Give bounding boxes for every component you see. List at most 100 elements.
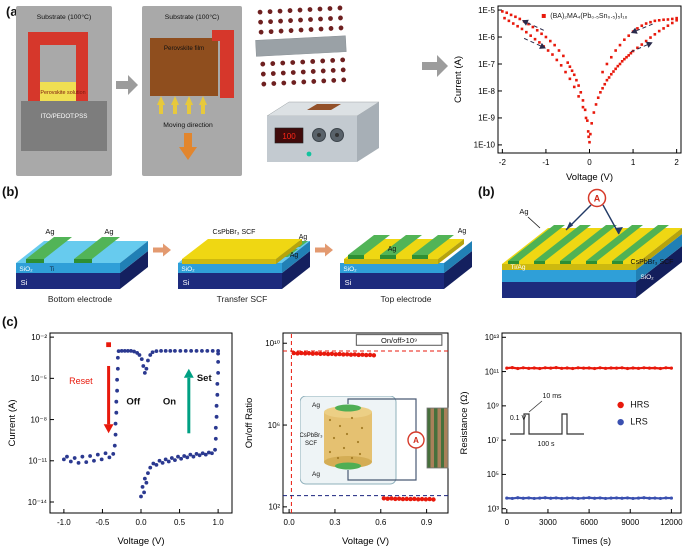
svg-text:LRS: LRS <box>630 417 648 427</box>
svg-text:10⁹: 10⁹ <box>487 402 499 411</box>
pulse-voltage-label: 0.1 V <box>510 415 527 422</box>
svg-text:Voltage (V): Voltage (V) <box>342 536 389 547</box>
svg-text:1E-7: 1E-7 <box>478 60 495 69</box>
svg-text:10⁻¹⁴: 10⁻¹⁴ <box>28 498 48 507</box>
scf-side <box>438 239 464 264</box>
perovskite-solution-label: Perovskite solution <box>40 90 85 96</box>
svg-text:1: 1 <box>631 158 636 167</box>
svg-text:HRS: HRS <box>630 400 649 410</box>
sio2-front <box>502 270 636 282</box>
right-arrow-icon <box>422 55 448 77</box>
svg-text:10⁷: 10⁷ <box>487 436 499 445</box>
wire-top <box>347 398 417 432</box>
svg-text:-1: -1 <box>542 158 550 167</box>
ammeter-icon <box>407 431 425 449</box>
step-caption: Top electrode <box>380 294 431 304</box>
svg-text:0.0: 0.0 <box>284 518 296 527</box>
ag-top-contact <box>335 404 361 412</box>
svg-text:10¹¹: 10¹¹ <box>485 367 500 376</box>
panel-c-label: (c) <box>2 314 18 329</box>
pulse-waveform <box>510 413 584 435</box>
hotplate-illustration: 100 <box>266 101 380 162</box>
svg-text:On/off Ratio: On/off Ratio <box>244 398 255 449</box>
schematic-blade-coating-end: Substrate (100°C) Perovskite film Moving… <box>142 6 242 176</box>
svg-text:3000: 3000 <box>539 518 557 527</box>
svg-text:-0.5: -0.5 <box>96 518 110 527</box>
si-front <box>178 273 282 289</box>
scf-front <box>182 259 276 264</box>
schematic-device-3d: A Ag Ti/Ag CsPbBr₃ SCF SiO₂ Si <box>502 188 682 298</box>
cylinder-dots <box>328 416 364 460</box>
ammeter-label: A <box>594 194 601 204</box>
sio2-label: SiO₂ <box>181 266 195 273</box>
layer-slab <box>255 35 347 57</box>
scf-side <box>276 239 302 264</box>
svg-text:0.5: 0.5 <box>174 518 186 527</box>
svg-text:Resistance (Ω): Resistance (Ω) <box>459 391 470 454</box>
svg-text:2: 2 <box>674 158 679 167</box>
si-front <box>16 273 120 289</box>
ammeter-label: A <box>413 436 419 445</box>
sample-on-hotplate <box>307 104 341 110</box>
schematic-blade-coating-start: Substrate (100°C) Perovskite solution IT… <box>16 6 112 176</box>
svg-text:6000: 6000 <box>580 518 598 527</box>
tiag-label: Ti/Ag <box>511 264 526 271</box>
sio2-label: SiO₂ <box>640 274 654 281</box>
ti-label: Ti <box>50 267 55 273</box>
scf-top <box>182 239 302 259</box>
ag-top-bar3-front <box>412 255 428 259</box>
si-side <box>282 251 310 289</box>
sio2-front <box>16 263 120 273</box>
scf-front <box>502 264 636 270</box>
substrate-temp-label: Substrate (100°C) <box>165 13 219 21</box>
right-arrow-icon <box>116 75 138 95</box>
moving-direction-down-arrow-icon <box>179 133 197 160</box>
temperature-display <box>274 127 304 144</box>
pulse-period-label: 100 s <box>537 441 555 448</box>
microscope-image-thumbnail <box>426 407 449 469</box>
sio2-front <box>340 263 444 273</box>
svg-text:-2: -2 <box>499 158 507 167</box>
schematic-bottom-electrode: Ag Ag Ti SiO₂ Si Bottom electrode <box>16 227 148 304</box>
sio2-side <box>120 241 148 273</box>
scf-label-line2: SCF <box>305 441 317 447</box>
wire-arrowhead-right <box>615 227 623 234</box>
svg-text:1E-9: 1E-9 <box>478 114 495 123</box>
ag-top-bar2 <box>380 235 422 255</box>
right-arrow-icon <box>315 243 333 257</box>
svg-text:1E-6: 1E-6 <box>478 33 495 42</box>
svg-text:9000: 9000 <box>621 518 639 527</box>
svg-text:Current (A): Current (A) <box>453 56 464 103</box>
si-side <box>636 246 682 298</box>
svg-text:12000: 12000 <box>660 518 683 527</box>
evaporation-up-arrows-icon <box>157 96 207 114</box>
chart-iv-perovskite: -2 -1 0 1 2 1E-5 1E-6 1E-7 1E-8 1E-9 1E-10 Voltage … <box>453 5 682 183</box>
substrate-temp-label: Substrate (100°C) <box>37 13 91 21</box>
svg-text:1E-5: 1E-5 <box>478 6 495 15</box>
svg-text:Current (A): Current (A) <box>7 400 18 447</box>
scf-label: CsPbBr₃ SCF <box>213 229 256 236</box>
perovskite-solution-layer <box>40 82 76 101</box>
sio2-label: SiO₂ <box>343 266 357 273</box>
svg-text:10⁻¹¹: 10⁻¹¹ <box>29 457 48 466</box>
ito-pedot-layer <box>21 101 107 151</box>
svg-text:0: 0 <box>587 158 592 167</box>
si-front <box>502 282 636 298</box>
ag-bottom-contact <box>335 462 361 470</box>
ag-top-bar2-front <box>380 255 396 259</box>
svg-text:(BA)₂MA₄(Pb₀.₅Sn₀.₅)₅I₁₆: (BA)₂MA₄(Pb₀.₅Sn₀.₅)₅I₁₆ <box>550 13 627 20</box>
moving-direction-label: Moving direction <box>163 122 213 129</box>
schematic-top-electrode: Ag Ag SiO₂ Si Top electrode <box>340 228 472 304</box>
si-side <box>120 251 148 289</box>
power-led <box>306 151 312 157</box>
ag-bar2-front <box>74 259 92 263</box>
si-label: Si <box>183 278 190 287</box>
ag-bar1-top <box>26 237 72 259</box>
ag-label-2: Ag <box>104 227 113 236</box>
schematic-transfer-scf: CsPbBr₃ SCF Ag Ag SiO₂ Si Transfer SCF <box>178 229 310 304</box>
panel-b-label: (b) <box>2 184 19 199</box>
blade-left-leg <box>28 45 40 101</box>
svg-text:1E-10: 1E-10 <box>474 141 496 150</box>
pulse-leader-line <box>528 400 543 413</box>
step-caption: Transfer SCF <box>217 294 268 304</box>
